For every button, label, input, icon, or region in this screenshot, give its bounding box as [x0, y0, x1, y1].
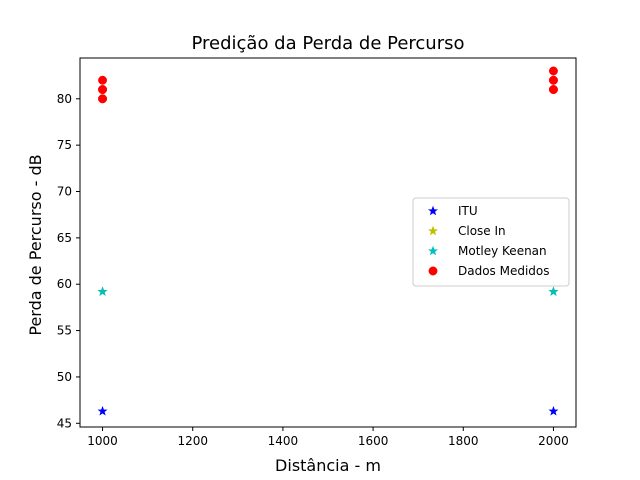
legend: ITU Close In Motley Keenan Dados Medidos — [412, 197, 570, 287]
legend-label-1: Close In — [458, 224, 506, 238]
legend-marker-3 — [428, 266, 438, 276]
data-point-3-2 — [98, 75, 107, 85]
y-tick-label-60: 60 — [57, 277, 72, 291]
x-tick-label-1000: 1000 — [87, 434, 118, 448]
x-tick-label-1800: 1800 — [448, 434, 479, 448]
plot-area: 1000 1200 1400 1600 1800 2000 45 50 55 60 65 70 75 80 — [57, 57, 577, 448]
data-point-3-5 — [549, 66, 558, 76]
x-axis-title: Distância - m — [275, 456, 381, 475]
y-tick-label-50: 50 — [57, 370, 72, 384]
legend-marker-1 — [428, 225, 438, 236]
y-tick-label-65: 65 — [57, 231, 72, 245]
legend-marker-0 — [428, 205, 438, 216]
legend-marker-2 — [428, 245, 438, 256]
series-dados-medidos — [98, 66, 558, 104]
x-tick-label-1200: 1200 — [177, 434, 208, 448]
x-tick-label-1400: 1400 — [268, 434, 299, 448]
data-point-3-3 — [98, 85, 107, 94]
data-point-3-4 — [98, 94, 107, 104]
series-motley-keenan — [97, 286, 559, 296]
legend-label-3: Dados Medidos — [458, 264, 550, 278]
x-tick-label-2000: 2000 — [538, 434, 569, 448]
y-tick-label-80: 80 — [57, 92, 72, 106]
legend-box — [412, 197, 570, 287]
y-tick-label-75: 75 — [57, 138, 72, 152]
axes-frame — [79, 57, 577, 428]
data-point-3-9 — [549, 85, 558, 94]
data-point-2-0 — [97, 286, 108, 296]
y-tick-label-55: 55 — [57, 324, 72, 338]
data-point-0-0 — [97, 405, 108, 416]
data-point-2-1 — [548, 286, 559, 296]
legend-label-0: ITU — [458, 204, 478, 218]
data-point-3-8 — [549, 75, 558, 85]
data-point-0-1 — [548, 405, 559, 416]
y-axis-title: Perda de Percurso - dB — [26, 154, 45, 335]
x-tick-label-1600: 1600 — [358, 434, 389, 448]
legend-label-2: Motley Keenan — [458, 244, 547, 258]
chart-title: Predição da Perda de Percurso — [191, 33, 464, 54]
series-itu — [97, 405, 559, 416]
y-tick-label-45: 45 — [57, 416, 72, 430]
y-tick-label-70: 70 — [57, 185, 72, 199]
